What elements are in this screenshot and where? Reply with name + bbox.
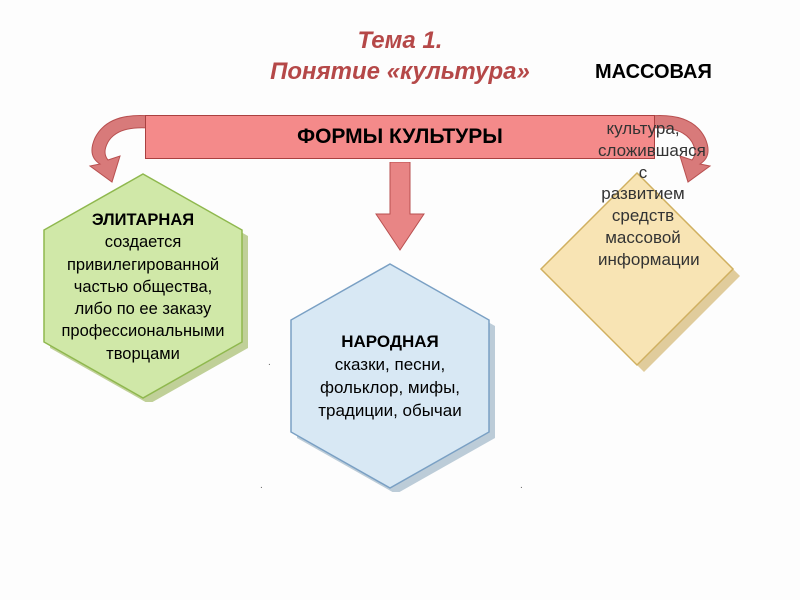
forms-culture-label: ФОРМЫ КУЛЬТУРЫ: [297, 125, 503, 149]
mass-body: культура, сложившаяся с развитием средст…: [598, 118, 688, 270]
hex-elite-text: ЭЛИТАРНАЯ создается привилегированной ча…: [56, 209, 230, 365]
down-arrow-path: [376, 162, 424, 250]
down-arrow-icon: [372, 162, 428, 252]
tick-mark: .: [268, 357, 271, 368]
forms-culture-bar: ФОРМЫ КУЛЬТУРЫ: [145, 115, 655, 159]
tick-mark: .: [520, 480, 523, 491]
hex-folk-text: НАРОДНАЯсказки, песни, фольклор, мифы, т…: [303, 331, 477, 423]
hex-folk: НАРОДНАЯсказки, песни, фольклор, мифы, т…: [285, 262, 495, 492]
tick-mark: .: [260, 480, 263, 491]
mass-title: МАССОВАЯ: [595, 60, 690, 84]
title-line-1: Тема 1.: [0, 25, 800, 56]
hex-elite: ЭЛИТАРНАЯ создается привилегированной ча…: [38, 172, 248, 402]
